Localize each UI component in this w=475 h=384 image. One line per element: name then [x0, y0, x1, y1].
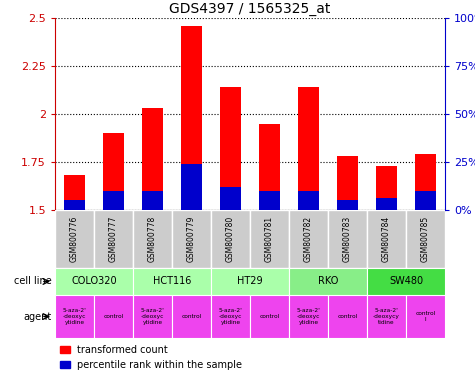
- Text: GSM800777: GSM800777: [109, 216, 118, 262]
- Text: HCT116: HCT116: [153, 276, 191, 286]
- Bar: [94, 295, 133, 338]
- Text: GSM800780: GSM800780: [226, 216, 235, 262]
- Bar: [337, 156, 358, 210]
- Bar: [94, 210, 133, 268]
- Bar: [55, 210, 94, 268]
- Text: GSM800785: GSM800785: [421, 216, 430, 262]
- Text: 5-aza-2'
-deoxyc
ytidine: 5-aza-2' -deoxyc ytidine: [296, 308, 321, 325]
- Text: control: control: [259, 314, 280, 319]
- Text: 5-aza-2'
-deoxyc
ytidine: 5-aza-2' -deoxyc ytidine: [63, 308, 86, 325]
- Text: GSM800783: GSM800783: [343, 216, 352, 262]
- Text: control: control: [181, 314, 201, 319]
- Bar: [367, 268, 445, 295]
- Text: GSM800779: GSM800779: [187, 216, 196, 262]
- Text: control
l: control l: [415, 311, 436, 322]
- Bar: [328, 210, 367, 268]
- Text: 5-aza-2'
-deoxyc
ytidine: 5-aza-2' -deoxyc ytidine: [141, 308, 164, 325]
- Bar: [133, 268, 211, 295]
- Bar: [298, 87, 319, 210]
- Text: COLO320: COLO320: [71, 276, 117, 286]
- Bar: [142, 191, 163, 210]
- Text: RKO: RKO: [318, 276, 338, 286]
- Bar: [367, 295, 406, 338]
- Bar: [181, 164, 202, 210]
- Bar: [133, 210, 172, 268]
- Bar: [172, 210, 211, 268]
- Bar: [64, 200, 85, 210]
- Text: GSM800782: GSM800782: [304, 216, 313, 262]
- Text: GSM800776: GSM800776: [70, 216, 79, 262]
- Bar: [289, 268, 367, 295]
- Bar: [172, 295, 211, 338]
- Bar: [250, 210, 289, 268]
- Bar: [415, 154, 436, 210]
- Title: GDS4397 / 1565325_at: GDS4397 / 1565325_at: [169, 2, 331, 16]
- Text: GSM800778: GSM800778: [148, 216, 157, 262]
- Bar: [376, 166, 397, 210]
- Bar: [55, 295, 94, 338]
- Text: control: control: [337, 314, 358, 319]
- Text: GSM800781: GSM800781: [265, 216, 274, 262]
- Text: cell line: cell line: [14, 276, 52, 286]
- Bar: [298, 191, 319, 210]
- Bar: [181, 26, 202, 210]
- Bar: [406, 295, 445, 338]
- Text: 5-aza-2'
-deoxyc
ytidine: 5-aza-2' -deoxyc ytidine: [218, 308, 242, 325]
- Bar: [211, 295, 250, 338]
- Bar: [103, 133, 124, 210]
- Bar: [259, 191, 280, 210]
- Bar: [250, 295, 289, 338]
- Bar: [220, 87, 241, 210]
- Bar: [376, 199, 397, 210]
- Bar: [142, 108, 163, 210]
- Bar: [289, 210, 328, 268]
- Text: HT29: HT29: [237, 276, 263, 286]
- Bar: [415, 191, 436, 210]
- Bar: [133, 295, 172, 338]
- Legend: transformed count, percentile rank within the sample: transformed count, percentile rank withi…: [60, 345, 242, 370]
- Bar: [406, 210, 445, 268]
- Text: 5-aza-2'
-deoxycy
tidine: 5-aza-2' -deoxycy tidine: [373, 308, 400, 325]
- Bar: [337, 200, 358, 210]
- Bar: [328, 295, 367, 338]
- Text: GSM800784: GSM800784: [382, 216, 391, 262]
- Text: agent: agent: [24, 311, 52, 321]
- Text: control: control: [104, 314, 124, 319]
- Bar: [103, 191, 124, 210]
- Bar: [367, 210, 406, 268]
- Bar: [259, 124, 280, 210]
- Bar: [64, 175, 85, 210]
- Bar: [220, 187, 241, 210]
- Text: SW480: SW480: [389, 276, 423, 286]
- Bar: [211, 210, 250, 268]
- Bar: [55, 268, 133, 295]
- Bar: [289, 295, 328, 338]
- Bar: [211, 268, 289, 295]
